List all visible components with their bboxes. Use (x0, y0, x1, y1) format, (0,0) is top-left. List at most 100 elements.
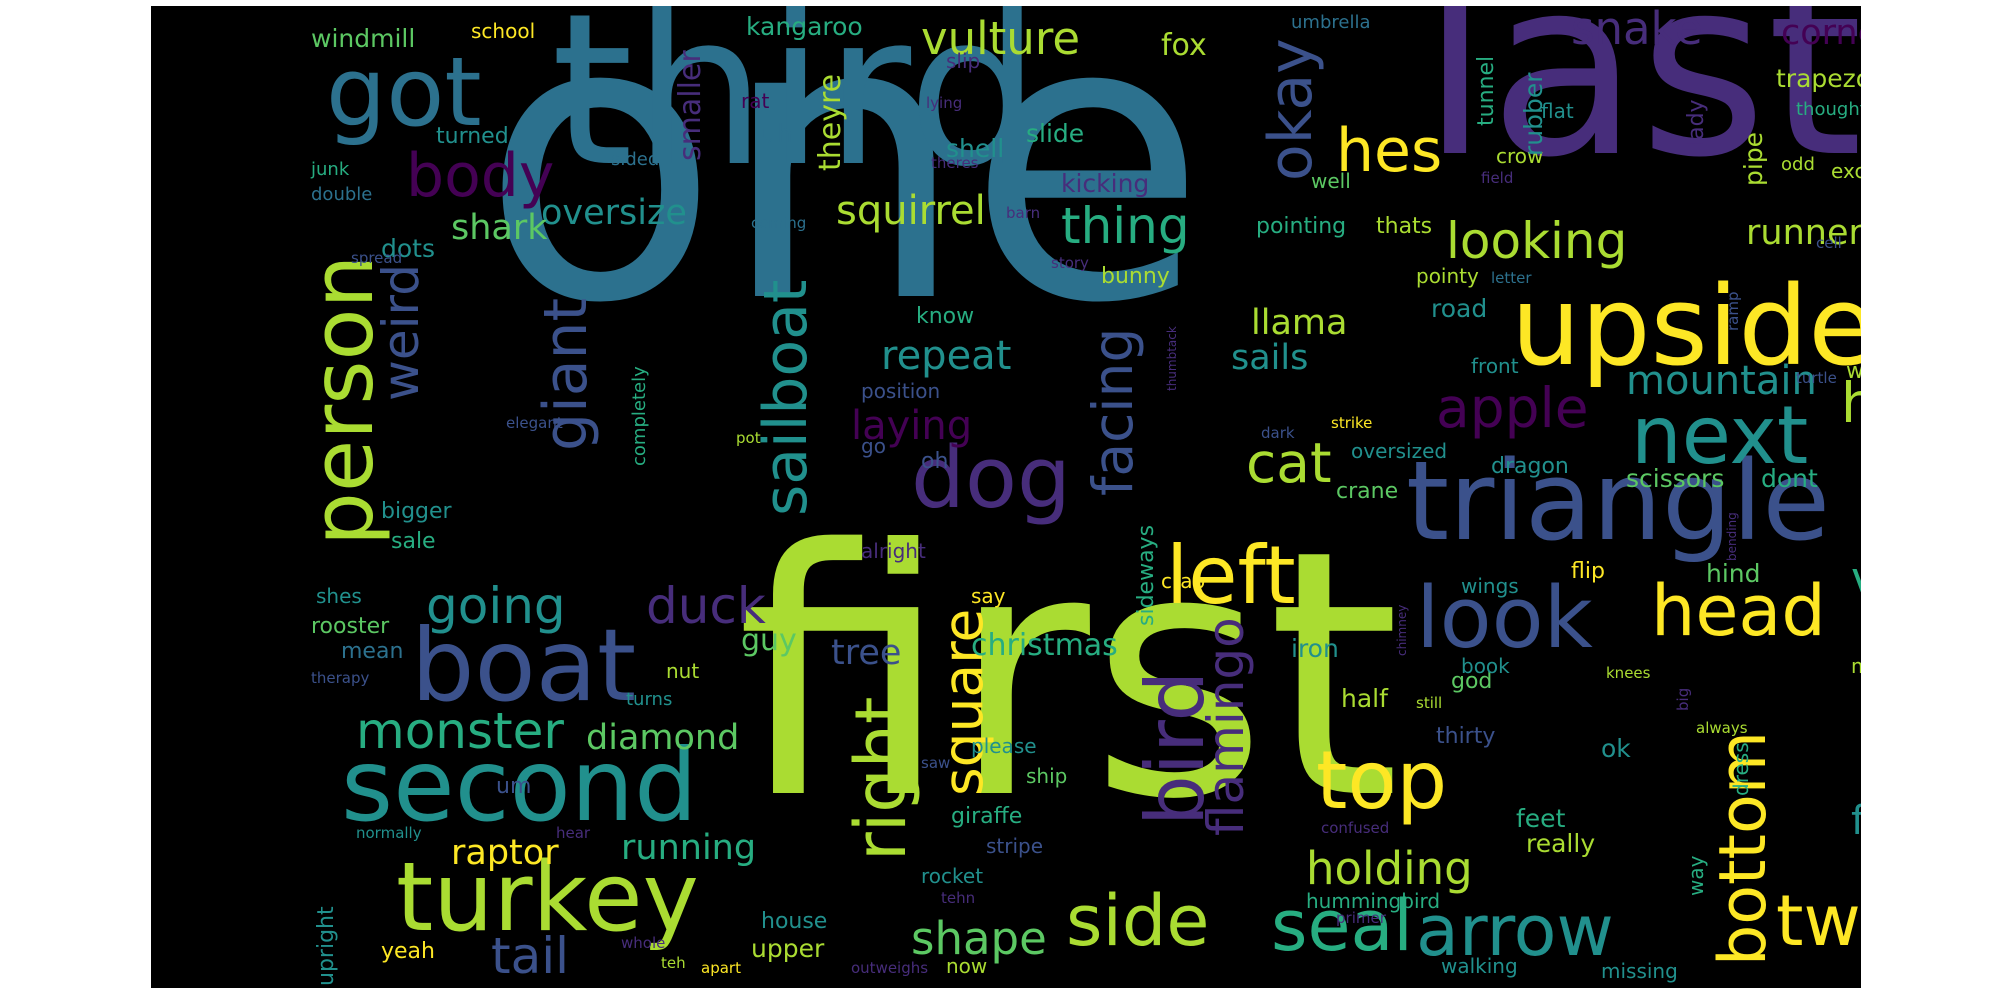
word-holding: holding (1306, 842, 1473, 895)
word-nut: nut (666, 659, 700, 683)
word-please: please (971, 734, 1037, 758)
word-bigger: bigger (381, 499, 452, 524)
word-two: two (1776, 880, 1861, 962)
word-hes: hes (1336, 116, 1443, 186)
word-one: one (481, 6, 1207, 388)
word-crab: crab (1161, 569, 1206, 593)
word-teh: teh (661, 954, 686, 972)
word-sails: sails (1231, 338, 1309, 378)
word-seal: seal (1271, 885, 1413, 967)
word-completely: completely (629, 366, 650, 466)
word-running: running (621, 828, 757, 868)
word-wings: wings (1461, 574, 1519, 598)
word-turned: turned (436, 124, 509, 149)
word-pipe: pipe (1739, 131, 1768, 186)
word-primer: primer (1336, 909, 1386, 927)
word-first: first (736, 478, 1401, 874)
word-vase: vase (1851, 556, 1861, 601)
word-kangaroo: kangaroo (746, 12, 863, 41)
word-cell: cell (1816, 234, 1842, 252)
word-theres: theres (931, 154, 979, 172)
word-runner: runner (1746, 213, 1861, 253)
word-facing: facing (1081, 327, 1145, 496)
word-head: head (1651, 570, 1826, 652)
word-raptor: raptor (451, 833, 559, 873)
word-rat: rat (741, 89, 770, 113)
word-walking: walking (1441, 954, 1518, 978)
word-coming: coming (751, 214, 807, 232)
word-thumbtack: thumbtack (1165, 326, 1179, 391)
word-school: school (471, 19, 536, 43)
word-middle: middle (1851, 654, 1861, 678)
word-flamingo: flamingo (1197, 617, 1255, 836)
word-diamond: diamond (586, 718, 740, 758)
word-sailboat: sailboat (751, 279, 821, 516)
word-mountain: mountain (1626, 358, 1817, 404)
word-whole: whole (621, 934, 666, 952)
word-oversized: oversized (1351, 439, 1448, 463)
word-pointy: pointy (1416, 264, 1479, 288)
word-turns: turns (626, 689, 673, 710)
word-body: body (406, 141, 555, 211)
word-apart: apart (701, 959, 741, 977)
word-lying: lying (926, 94, 963, 112)
word-iron: iron (1291, 634, 1339, 663)
word-thought: thought (1796, 99, 1861, 120)
word-crane: crane (1336, 479, 1399, 504)
word-shape: shape (911, 912, 1047, 965)
word-bunny: bunny (1101, 264, 1170, 289)
word-corner: corner (1781, 13, 1861, 53)
word-flip: flip (1571, 559, 1605, 584)
word-guy: guy (741, 623, 797, 658)
word-right: right (840, 696, 922, 861)
word-triangle: triangle (1406, 437, 1831, 565)
word-got: got (326, 38, 482, 148)
word-knees: knees (1606, 664, 1651, 682)
word-mean: mean (341, 639, 404, 664)
word-hear: hear (556, 824, 591, 842)
word-scissors: scissors (1626, 464, 1725, 493)
word-ship: ship (1026, 764, 1068, 788)
word-upper: upper (751, 934, 825, 963)
word-fox: fox (1161, 28, 1207, 63)
word-tehn: tehn (941, 889, 976, 907)
word-monster: monster (356, 702, 564, 760)
word-kind: kind (1856, 226, 1861, 281)
word-llama: llama (1251, 303, 1348, 343)
word-second: second (341, 727, 698, 844)
word-um: um (496, 774, 532, 799)
word-trapezoid: trapezoid (1776, 64, 1861, 93)
word-christmas: christmas (971, 628, 1118, 663)
word-tunnel: tunnel (1474, 55, 1499, 126)
word-umbrella: umbrella (1291, 12, 1371, 33)
word-third: third (551, 6, 1041, 213)
word-strike: strike (1331, 414, 1373, 432)
word-giraffe: giraffe (951, 804, 1023, 829)
word-looking: looking (1446, 212, 1628, 270)
word-story: story (1051, 254, 1089, 272)
word-look: look (1416, 569, 1593, 668)
word-saw: saw (921, 754, 951, 772)
word-tree: tree (831, 633, 902, 673)
word-shes: shes (316, 584, 362, 608)
word-dress: dress (1729, 742, 1753, 796)
word-arrow: arrow (1416, 890, 1614, 972)
word-missing: missing (1601, 959, 1678, 983)
word-chimney: chimney (1395, 604, 1409, 656)
word-alright: alright (861, 539, 926, 563)
word-hand: hand (1841, 371, 1861, 435)
word-duck: duck (646, 577, 766, 635)
word-say: say (971, 584, 1006, 608)
word-now: now (946, 954, 988, 978)
word-slip: slip (946, 49, 981, 73)
word-rubber: rubber (1519, 72, 1548, 156)
word-really: really (1526, 829, 1596, 858)
word-top: top (1316, 734, 1448, 827)
word-ok: ok (1601, 734, 1631, 763)
word-position: position (861, 379, 941, 403)
word-smaller: smaller (673, 50, 708, 161)
word-outweighs: outweighs (851, 959, 929, 977)
word-left: left (1166, 529, 1296, 622)
word-shark: shark (451, 208, 548, 248)
word-repeat: repeat (881, 333, 1012, 379)
